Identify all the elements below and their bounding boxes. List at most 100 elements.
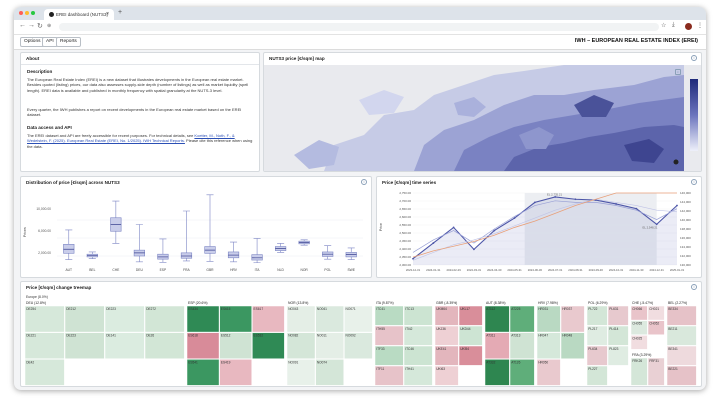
treemap-cell [509,332,535,359]
treemap-chart[interactable]: DEU (12.8%) DE254 DE212 DE223 DE272 DE221 DE22… [21,300,701,386]
treemap-cell [607,325,629,346]
treemap-cell [586,325,608,346]
treemap-cell [219,359,252,386]
treemap-title: Price [€/sqm] change treemap [26,285,92,290]
timeseries-ytick: 2,300.00 [399,263,411,267]
timeseries-y2tick: 130,000 [680,263,691,267]
treemap-cell-label: ITH41 [405,367,414,371]
treemap-cell [647,305,665,321]
treemap-cell-label: PL634 [588,347,597,351]
timeseries-annotation: EL 2,548.21 [642,225,657,229]
treemap-cell [607,345,629,366]
boxplot-xtick: HRV [230,268,238,272]
info-icon[interactable]: i [691,179,697,185]
browser-tab[interactable]: EREI dashboard (NUTS3) × [44,9,114,20]
new-tab-button[interactable]: + [118,9,123,16]
boxplot-xtick: DEU [136,268,144,272]
treemap-cell [536,332,561,359]
boxplot-xtick: GBR [206,268,214,272]
boxplot-ytick: 2,000.00 [38,251,51,255]
minimize-window-icon[interactable] [25,11,29,15]
treemap-cell-label: ITH55 [376,327,385,331]
treemap-cell [186,359,220,386]
treemap-cell-label: AT313 [511,334,520,338]
timeseries-xtick: 2023-12-31 [406,268,421,272]
treemap-cell-label: PL227 [588,367,597,371]
forward-arrow-icon[interactable]: → [28,22,35,29]
download-icon[interactable]: ⤓ [672,22,675,28]
timeseries-point [493,229,496,232]
timeseries-point [635,207,638,210]
about-title: About [26,56,40,61]
boxplot-xtick: CHE [112,268,120,272]
boxplot-xtick: AUT [65,268,72,272]
browser-tab-title: EREI dashboard (NUTS3) [56,12,109,17]
choropleth-map[interactable] [264,65,701,171]
treemap-cell-label: ITF11 [376,367,384,371]
timeseries-xtick: 2024-06-30 [528,268,543,272]
treemap-cell-label: ITI42 [405,327,412,331]
treemap-cell-label: PL722 [588,307,597,311]
treemap-cell [24,332,65,359]
options-button[interactable]: Options [20,37,45,47]
back-arrow-icon[interactable]: ← [19,22,26,29]
treemap-cell [630,320,648,335]
treemap-cell [586,305,608,326]
treemap-cell-label: ES617 [254,307,264,311]
browser-menu-icon[interactable]: ⋮ [697,23,703,29]
treemap-cell [586,345,608,366]
treemap-cell-label: BE211 [668,327,678,331]
treemap-cell-label: ES615 [221,307,231,311]
treemap-cell-label: UKD44 [460,327,471,331]
maximize-window-icon[interactable] [31,11,35,15]
close-tab-icon[interactable]: × [106,11,109,17]
treemap-cell-label: UKM64 [436,307,447,311]
site-info-icon[interactable]: ⊕ [47,23,52,29]
timeseries-annotation: EL 2,735.21 [547,192,562,196]
map-search-icon[interactable]: ⌕ [675,69,681,75]
close-window-icon[interactable] [19,11,23,15]
timeseries-y2tick: 136,000 [680,236,691,240]
url-field[interactable] [59,23,659,31]
profile-avatar[interactable] [685,23,692,30]
timeseries-xtick: 2024-05-31 [507,268,522,272]
treemap-cell [434,345,459,366]
treemap-cell-label: FRF31 [649,359,659,363]
treemap-cell-label: DE221 [26,334,36,338]
treemap-cell [144,332,185,359]
bookmark-star-icon[interactable]: ☆ [661,23,667,29]
reload-icon[interactable]: ↻ [37,23,43,30]
timeseries-line [412,198,678,261]
timeseries-xtick: 2024-01-31 [426,268,441,272]
treemap-group-label: FRA (3.29%) [632,353,651,357]
info-icon[interactable]: i [691,55,697,61]
citation-link[interactable]: Koetter, M., Noth, F., & Wedelstein, F. … [27,133,235,144]
timeseries-xtick: 2024-07-31 [548,268,563,272]
treemap-cell-label: ES541 [188,360,198,364]
treemap-cell [458,325,483,346]
treemap-cell-label: DE141 [106,334,116,338]
treemap-cell [434,305,459,326]
info-icon[interactable]: i [361,179,367,185]
timeseries-xtick: 2024-09-30 [589,268,604,272]
treemap-cell-label: ES532 [254,334,264,338]
treemap-cell [186,305,220,333]
treemap-cell [286,305,316,333]
treemap-cell-label: HR031 [538,307,548,311]
info-icon[interactable]: i [691,284,697,290]
treemap-cell [374,345,404,366]
boxplot-title: Distribution of price [€/sqm] across NUT… [26,180,120,185]
timeseries-ytick: 2,700.00 [399,199,411,203]
treemap-cell [344,305,373,333]
treemap-cell [484,359,510,386]
timeseries-point [676,204,678,207]
timeseries-point [655,223,658,226]
browser-tab-bar: EREI dashboard (NUTS3) × + [14,7,706,20]
treemap-cell-label: NO071 [346,307,356,311]
treemap-cell [219,305,252,333]
description-text: The European Real Estate Index (EREI) is… [27,77,249,93]
timeseries-xtick: 2024-12-31 [650,268,665,272]
access-text: The EREI dataset and API are freely acce… [27,133,253,149]
treemap-cell-label: PL631 [609,307,618,311]
reports-button[interactable]: Reports [56,37,81,47]
